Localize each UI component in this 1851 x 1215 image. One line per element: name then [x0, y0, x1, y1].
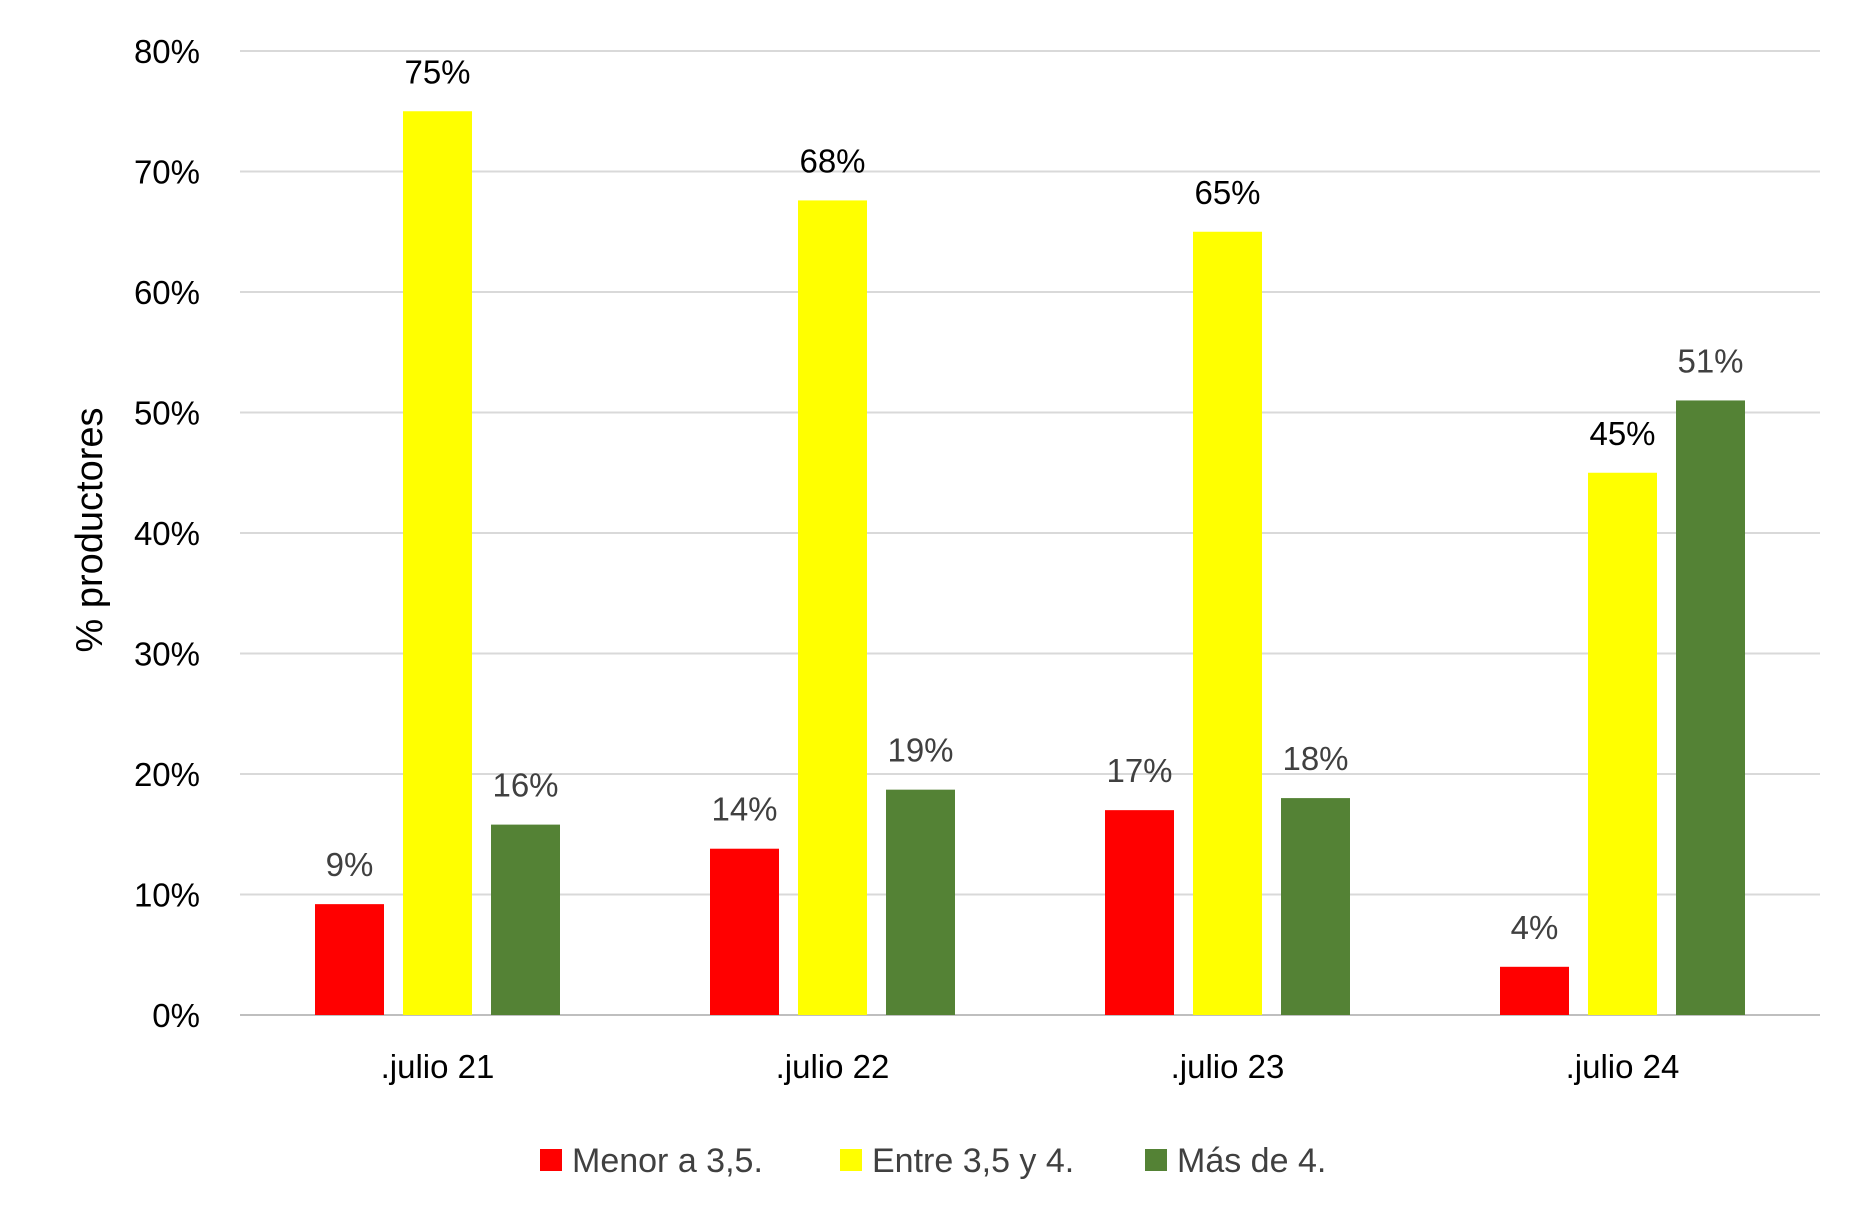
- y-tick-label: 60%: [134, 274, 200, 311]
- bar: [710, 848, 779, 1015]
- bar: [1500, 966, 1569, 1015]
- gridlines: [240, 50, 1820, 1016]
- y-tick-label: 80%: [134, 33, 200, 70]
- data-label: 19%: [887, 732, 953, 769]
- bar: [491, 824, 560, 1015]
- legend-label: Entre 3,5 y 4.: [872, 1142, 1074, 1180]
- legend-label: Menor a 3,5.: [572, 1142, 763, 1180]
- bar: [403, 111, 472, 1015]
- legend-swatch: [540, 1149, 562, 1171]
- data-label: 65%: [1194, 174, 1260, 211]
- bars: [315, 111, 1745, 1016]
- y-tick-label: 70%: [134, 154, 200, 191]
- y-axis-title: % productores: [69, 407, 111, 652]
- y-axis-ticks: 0% 10% 20% 30% 40% 50% 60% 70% 80%: [134, 33, 200, 1034]
- y-tick-label: 0%: [152, 997, 200, 1034]
- y-tick-label: 30%: [134, 636, 200, 673]
- data-label: 9%: [326, 846, 374, 883]
- bar: [315, 904, 384, 1015]
- bar: [798, 200, 867, 1016]
- data-label: 4%: [1511, 909, 1559, 946]
- data-label: 68%: [799, 142, 865, 179]
- data-labels: 9% 75% 16% 14% 68% 19% 17% 65% 18% 4% 45% 51%: [326, 53, 1744, 946]
- legend-swatch: [1145, 1149, 1167, 1171]
- data-label: 16%: [492, 767, 558, 804]
- data-label: 14%: [711, 791, 777, 828]
- x-category-label: .julio 23: [1171, 1048, 1285, 1085]
- y-tick-label: 40%: [134, 515, 200, 552]
- legend-label: Más de 4.: [1177, 1142, 1326, 1180]
- y-tick-label: 10%: [134, 877, 200, 914]
- x-category-label: .julio 24: [1566, 1048, 1680, 1085]
- legend-swatch: [840, 1149, 862, 1171]
- bar: [1193, 231, 1262, 1015]
- bar: [1105, 810, 1174, 1015]
- x-category-label: .julio 21: [381, 1048, 495, 1085]
- bar: [886, 789, 955, 1015]
- legend: Menor a 3,5. Entre 3,5 y 4. Más de 4.: [540, 1142, 1326, 1180]
- y-tick-label: 20%: [134, 756, 200, 793]
- data-label: 45%: [1589, 415, 1655, 452]
- y-tick-label: 50%: [134, 395, 200, 432]
- x-category-label: .julio 22: [776, 1048, 890, 1085]
- bar: [1588, 472, 1657, 1015]
- data-label: 17%: [1106, 752, 1172, 789]
- data-label: 18%: [1282, 740, 1348, 777]
- bar: [1676, 400, 1745, 1015]
- data-label: 75%: [404, 53, 470, 90]
- x-axis-categories: .julio 21 .julio 22 .julio 23 .julio 24: [381, 1048, 1680, 1085]
- data-label: 51%: [1677, 342, 1743, 379]
- bar: [1281, 798, 1350, 1015]
